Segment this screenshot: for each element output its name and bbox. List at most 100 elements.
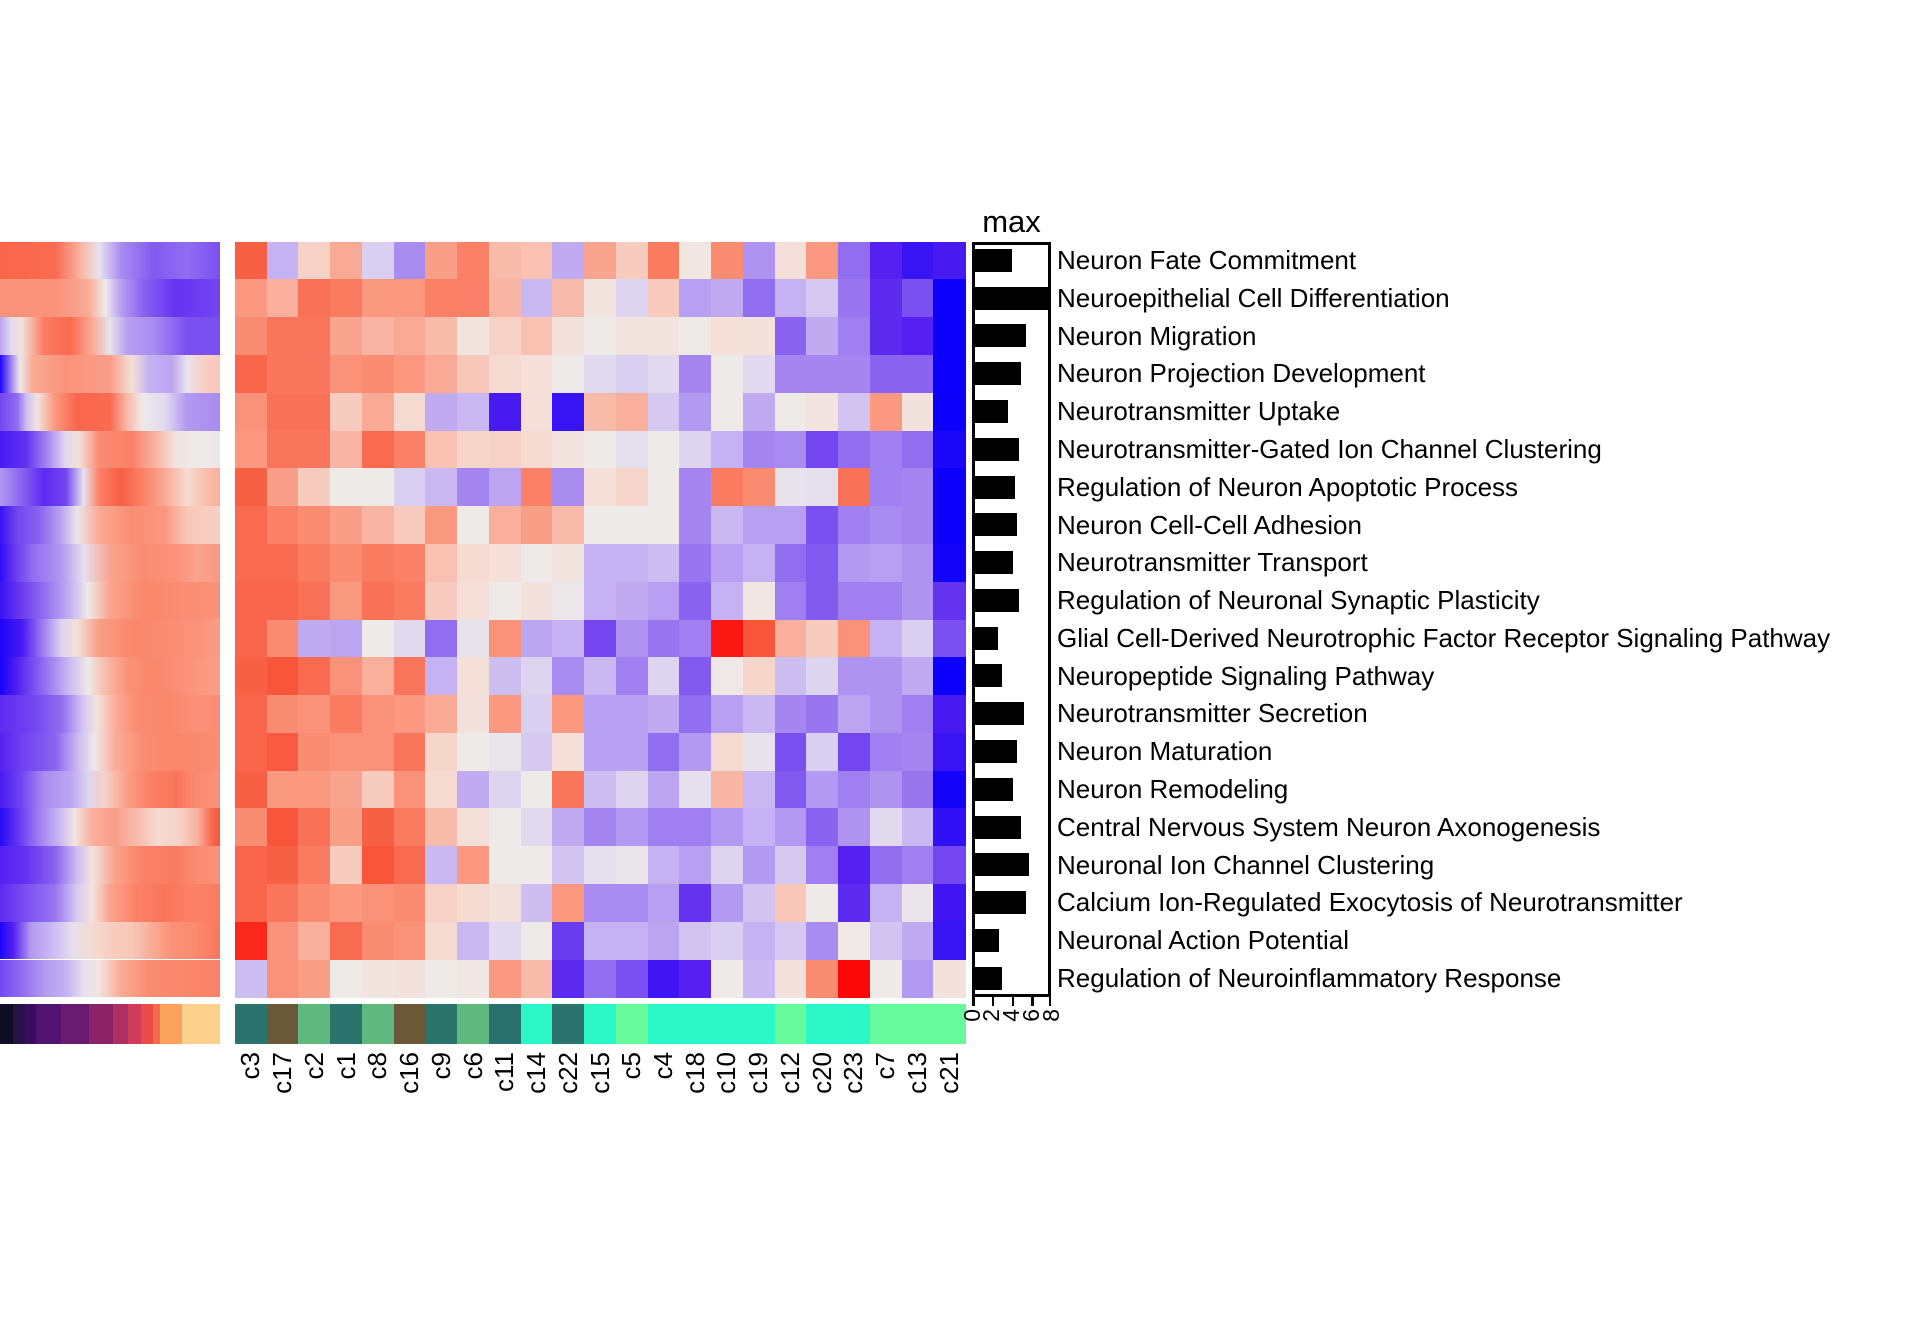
heatmap-cell xyxy=(361,808,395,847)
max-bar xyxy=(975,324,1027,348)
heatmap-cell xyxy=(298,883,331,923)
heatmap-cell xyxy=(869,317,903,356)
heatmap-cell xyxy=(361,355,395,394)
heatmap-cell xyxy=(552,808,585,847)
heatmap-cell xyxy=(552,959,585,998)
row-label: Neuron Fate Commitment xyxy=(1057,245,1357,276)
heatmap-cell xyxy=(488,355,522,394)
column-label-text: c23 xyxy=(838,1052,869,1094)
heatmap-cell xyxy=(298,241,331,280)
heatmap-cell xyxy=(679,543,712,583)
column-label-text: c5 xyxy=(616,1052,647,1080)
heatmap-cell xyxy=(330,657,363,696)
heatmap-cell xyxy=(298,581,331,620)
heatmap-cell xyxy=(933,392,966,432)
heatmap-cell xyxy=(552,581,585,620)
heatmap-cell xyxy=(901,241,934,280)
scale-color-block xyxy=(182,1004,220,1044)
heatmap-cell xyxy=(615,695,649,734)
max-bar xyxy=(975,815,1022,839)
heatmap-cell xyxy=(806,619,839,658)
heatmap-cell xyxy=(330,732,363,772)
column-label-text: c12 xyxy=(774,1052,805,1094)
heatmap-cell xyxy=(488,468,522,507)
heatmap-cell xyxy=(330,543,363,583)
heatmap-cell xyxy=(647,883,680,923)
heatmap-cell xyxy=(266,846,299,885)
heatmap-cell xyxy=(425,279,458,318)
heatmap-cell xyxy=(425,959,458,998)
heatmap-cell xyxy=(869,355,903,394)
heatmap-cell xyxy=(901,959,934,998)
heatmap-cell xyxy=(266,392,299,432)
max-bar xyxy=(975,740,1018,764)
heatmap-cell xyxy=(457,355,490,394)
scale-color-block xyxy=(128,1004,141,1044)
row-label: Neuroepithelial Cell Differentiation xyxy=(1057,282,1450,313)
heatmap-cell xyxy=(298,468,331,507)
heatmap-cell xyxy=(615,883,649,923)
heatmap-cell xyxy=(933,921,966,960)
heatmap-cell xyxy=(933,732,966,772)
scale-color-block xyxy=(36,1004,61,1044)
heatmap-cell xyxy=(520,732,553,772)
heatmap-cell xyxy=(552,695,585,734)
heatmap-cell xyxy=(647,430,680,469)
heatmap-cell xyxy=(933,808,966,847)
heatmap-cell xyxy=(869,543,903,583)
heatmap-cell xyxy=(742,355,776,394)
heatmap-cell xyxy=(679,506,712,545)
heatmap-cell xyxy=(488,846,522,885)
heatmap-cell xyxy=(806,921,839,960)
heatmap-cell xyxy=(393,317,426,356)
heatmap-cell xyxy=(425,619,458,658)
heatmap-cell xyxy=(679,921,712,960)
heatmap-cell xyxy=(933,468,966,507)
cluster-color-cell xyxy=(425,1004,458,1044)
heatmap-cell xyxy=(869,241,903,280)
heatmap-cell xyxy=(520,581,553,620)
heatmap-cell xyxy=(330,581,363,620)
column-label-text: c4 xyxy=(647,1052,678,1080)
heatmap-cell xyxy=(584,883,617,923)
heatmap-cell xyxy=(838,619,871,658)
left-annotation-row xyxy=(0,317,220,355)
heatmap-cell xyxy=(647,732,680,772)
heatmap-cell xyxy=(647,846,680,885)
heatmap-cell xyxy=(457,770,490,809)
heatmap-cell xyxy=(235,883,268,923)
heatmap-cell xyxy=(457,506,490,545)
heatmap-cell xyxy=(425,581,458,620)
heatmap-cell xyxy=(298,657,331,696)
heatmap-cell xyxy=(838,279,871,318)
left-annotation-row xyxy=(0,581,220,620)
heatmap-cell xyxy=(330,468,363,507)
column-label-text: c13 xyxy=(901,1052,932,1094)
heatmap-cell xyxy=(838,883,871,923)
heatmap-cell xyxy=(520,317,553,356)
scale-color-block xyxy=(13,1004,25,1044)
heatmap-cell xyxy=(711,695,744,734)
heatmap-cell xyxy=(806,241,839,280)
heatmap-cell xyxy=(774,883,807,923)
heatmap-cell xyxy=(584,355,617,394)
heatmap-cell xyxy=(901,279,934,318)
heatmap-cell xyxy=(488,241,522,280)
column-label-text: c17 xyxy=(267,1052,298,1094)
heatmap-cell xyxy=(298,921,331,960)
heatmap-cell xyxy=(361,506,395,545)
heatmap-cell xyxy=(933,883,966,923)
heatmap-cell xyxy=(774,657,807,696)
heatmap-cell xyxy=(393,883,426,923)
heatmap-cell xyxy=(711,241,744,280)
heatmap-cell xyxy=(425,317,458,356)
left-annotation-row xyxy=(0,959,220,998)
heatmap-cell xyxy=(647,959,680,998)
heatmap-cell xyxy=(552,506,585,545)
heatmap-cell xyxy=(330,241,363,280)
heatmap-cell xyxy=(647,543,680,583)
heatmap-cell xyxy=(584,279,617,318)
heatmap-cell xyxy=(584,657,617,696)
heatmap-cell xyxy=(266,430,299,469)
heatmap-cell xyxy=(901,619,934,658)
